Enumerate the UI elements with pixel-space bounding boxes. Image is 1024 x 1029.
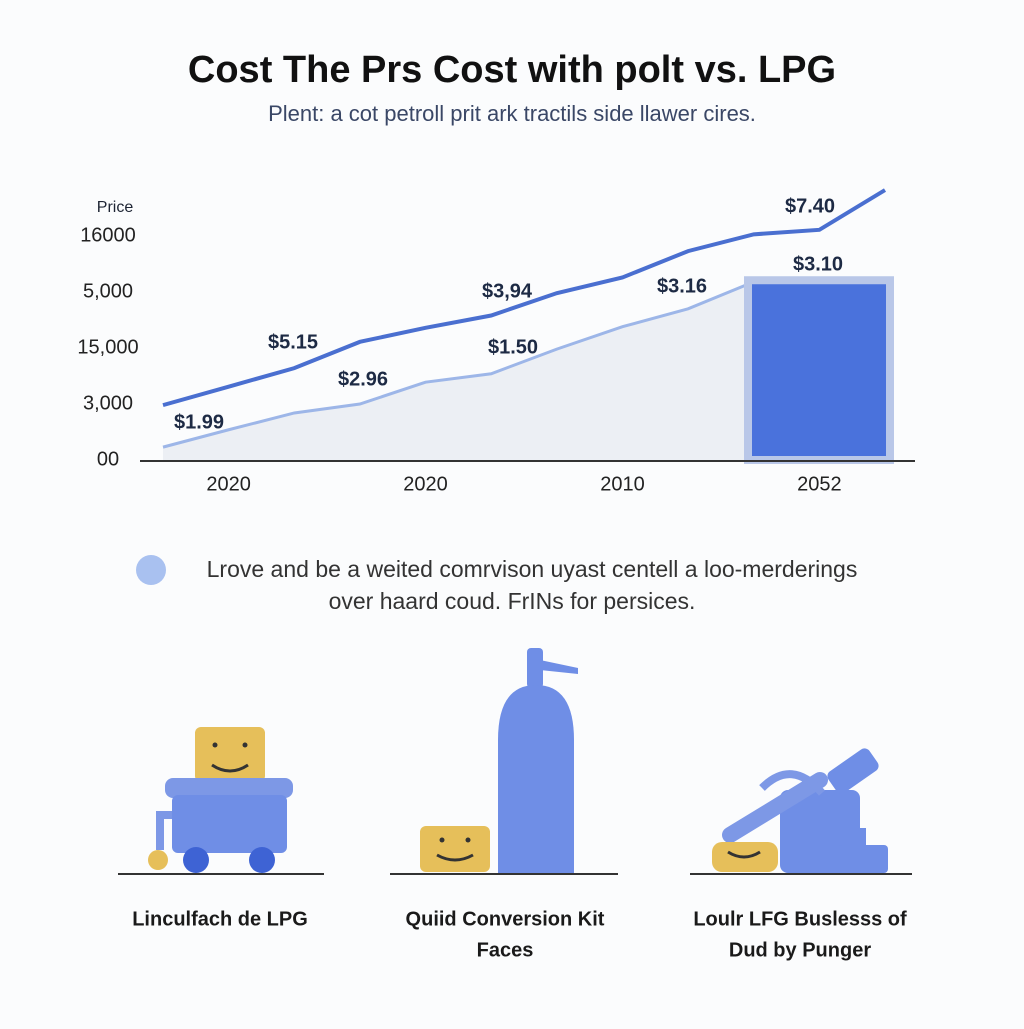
item-caption: Faces [477, 939, 534, 961]
x-tick-label: 2052 [797, 473, 842, 495]
y-axis-label: Price [97, 199, 134, 216]
data-label: $1.50 [488, 336, 538, 358]
note-dot [136, 555, 166, 585]
item-caption: Quiid Conversion Kit [406, 908, 605, 930]
icon-cylinder [390, 648, 618, 875]
item-caption: Loulr LFG Buslesss of [693, 908, 907, 930]
highlight-bar [744, 276, 894, 464]
chart-title: Cost The Prs Cost with polt vs. LPG [188, 49, 836, 91]
chart-subtitle: Plent: a cot petroll prit ark tractils s… [268, 101, 756, 126]
data-label: $3.16 [657, 275, 707, 297]
data-label: $5.15 [268, 331, 318, 353]
data-label: $2.96 [338, 368, 388, 390]
y-tick-label: 3,000 [83, 392, 133, 414]
plot: 00 3,000 15,000 5,000 16000 2020 2020 2010 2052 $… [77, 188, 894, 495]
note-line: Lrove and be a weited comrvison uyast ce… [207, 556, 858, 582]
data-label: $1.99 [174, 411, 224, 433]
x-tick-label: 2010 [600, 473, 645, 495]
item-caption: Dud by Punger [729, 939, 871, 961]
y-tick-label: 5,000 [83, 280, 133, 302]
icon-cart [118, 727, 324, 875]
x-tick-label: 2020 [403, 473, 448, 495]
note-line: over haard coud. FrINs for persices. [329, 588, 696, 614]
y-tick-label: 15,000 [77, 336, 138, 358]
area [163, 281, 885, 460]
data-label: $3.10 [793, 253, 843, 275]
line [162, 188, 887, 408]
data-label: $3,94 [482, 280, 533, 302]
x-tick-label: 2020 [206, 473, 251, 495]
data-label: $7.40 [785, 195, 835, 217]
y-tick-label: 00 [97, 448, 119, 470]
icon-pump [690, 748, 912, 875]
item-caption: Linculfach de LPG [132, 908, 308, 930]
y-tick-label: 16000 [80, 224, 136, 246]
